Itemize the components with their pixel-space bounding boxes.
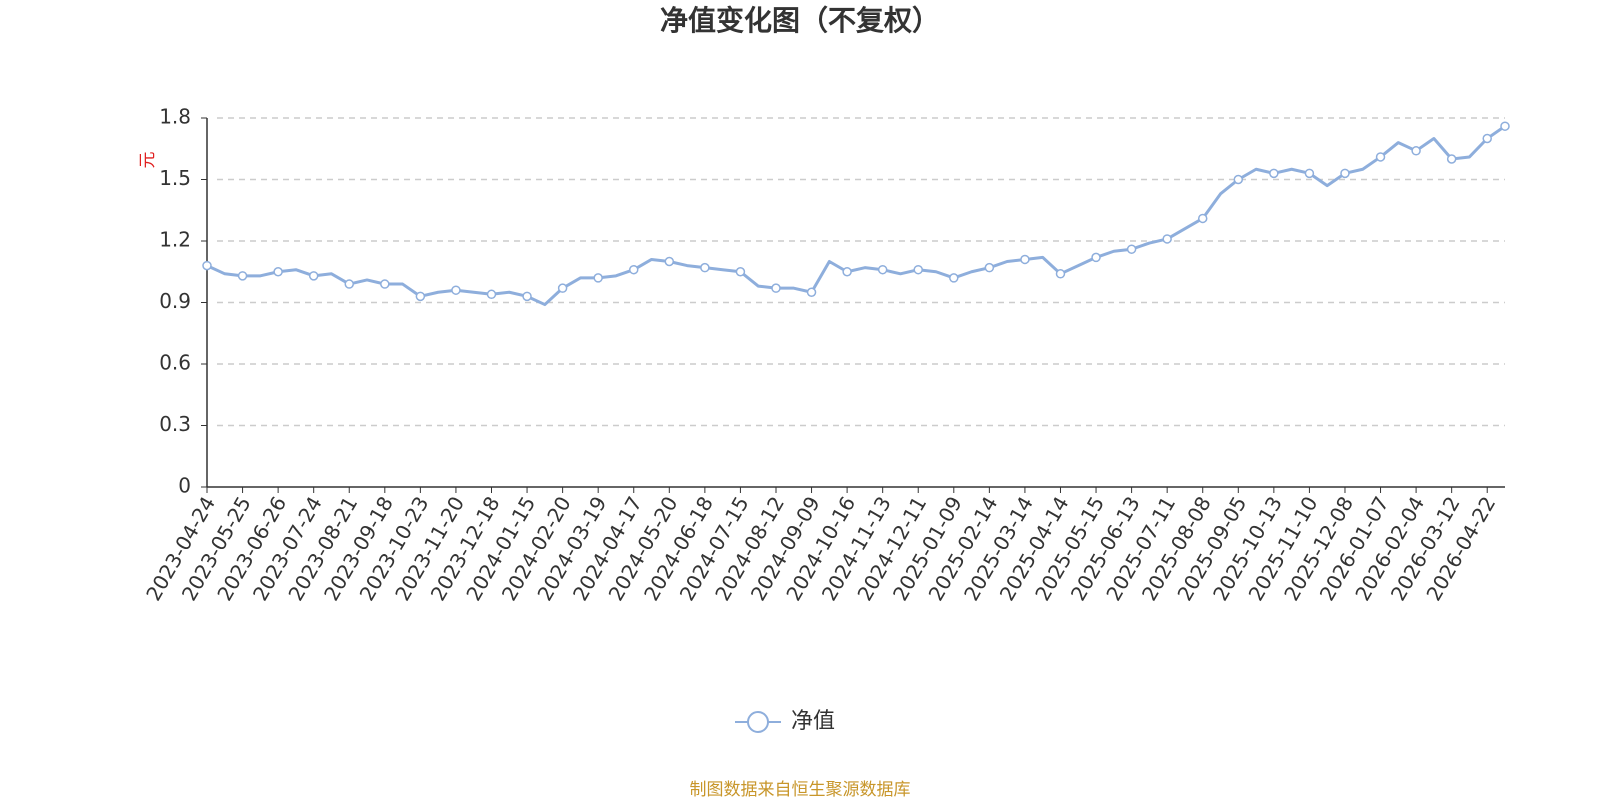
point xyxy=(593,273,603,283)
legend-label: 净值 xyxy=(791,709,835,734)
point xyxy=(771,283,781,293)
point xyxy=(1340,168,1350,179)
point xyxy=(1162,234,1172,244)
point xyxy=(806,287,817,297)
legend-marker xyxy=(747,711,769,733)
y-tick-label: 0.3 xyxy=(159,412,191,436)
point xyxy=(735,267,746,277)
chart-title: 净值变化图（不复权） xyxy=(660,4,940,37)
point xyxy=(1197,213,1208,224)
point xyxy=(1233,174,1244,185)
point xyxy=(984,262,995,273)
point xyxy=(628,264,639,275)
y-tick-label: 1.2 xyxy=(159,228,191,252)
point xyxy=(486,289,497,300)
point xyxy=(1446,154,1457,164)
point xyxy=(1126,244,1137,254)
point xyxy=(557,283,568,293)
point xyxy=(949,273,959,283)
point xyxy=(237,271,248,281)
y-tick-label: 0.6 xyxy=(159,351,191,375)
point xyxy=(700,262,710,273)
point xyxy=(273,267,283,277)
point xyxy=(842,267,852,277)
point xyxy=(415,291,426,302)
y-tick-label: 1.5 xyxy=(159,166,191,190)
point xyxy=(1375,152,1386,162)
y-tick-label: 0 xyxy=(178,474,191,498)
line xyxy=(206,124,1506,307)
point xyxy=(451,285,461,295)
point xyxy=(1269,168,1279,179)
y-axis-unit: 元 xyxy=(138,152,158,169)
source-note: 制图数据来自恒生聚源数据库 xyxy=(690,780,911,800)
point xyxy=(1482,133,1492,144)
point xyxy=(308,271,319,281)
point xyxy=(1411,146,1421,156)
point xyxy=(1500,121,1510,131)
point xyxy=(1055,269,1066,279)
y-tick-label: 1.8 xyxy=(159,105,191,129)
point xyxy=(202,260,212,271)
point xyxy=(1020,254,1030,265)
y-tick-label: 0.9 xyxy=(159,289,191,313)
point xyxy=(1091,252,1101,263)
point xyxy=(380,279,390,289)
point xyxy=(664,256,675,267)
point xyxy=(344,279,354,289)
point xyxy=(1304,168,1315,179)
point xyxy=(877,264,888,275)
point xyxy=(913,264,923,275)
point xyxy=(522,291,532,302)
